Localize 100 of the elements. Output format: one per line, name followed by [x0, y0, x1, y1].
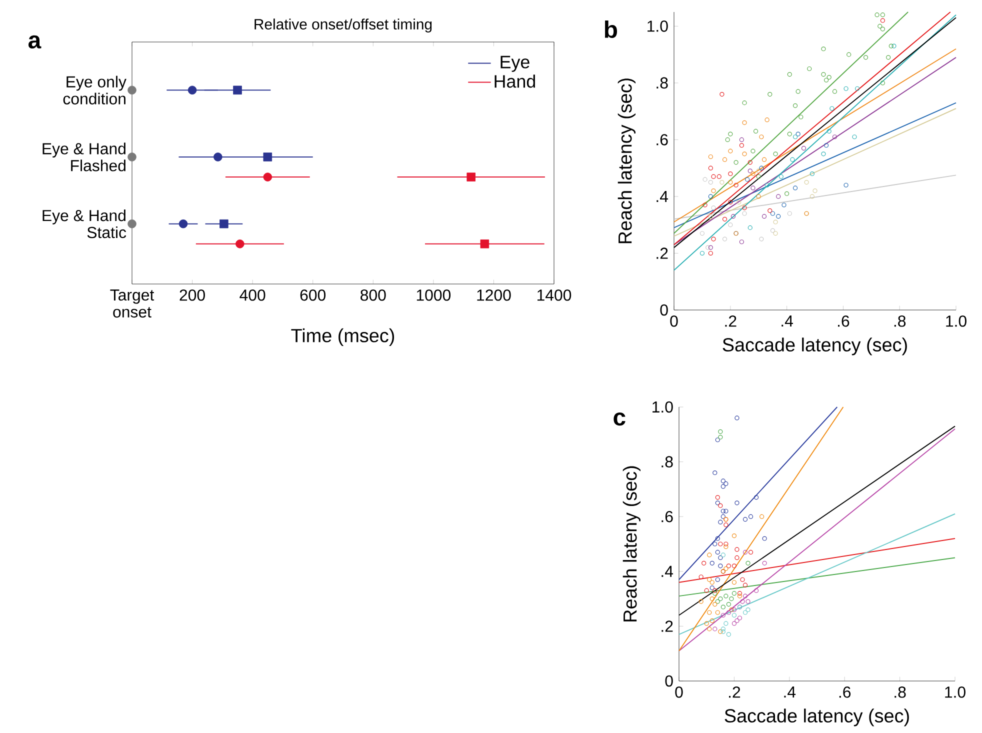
point [702, 177, 708, 182]
x-tick-label: Target onset [110, 290, 154, 318]
y-tick-label: Eye & Hand Static [42, 210, 126, 238]
point [773, 220, 778, 224]
point [726, 632, 731, 637]
point [724, 566, 728, 571]
x-tick-label: 1000 [416, 290, 451, 301]
point [734, 182, 738, 188]
point [711, 206, 716, 210]
point [702, 202, 708, 208]
point [880, 26, 885, 32]
point [778, 174, 784, 179]
point [728, 180, 733, 185]
point [734, 160, 738, 165]
point [712, 542, 718, 546]
point [748, 550, 754, 555]
point [748, 160, 752, 165]
point [742, 152, 747, 156]
point [710, 596, 714, 602]
point [768, 208, 772, 213]
point [748, 168, 752, 174]
point [702, 560, 706, 566]
x-tick-label: 200 [180, 290, 205, 301]
point [737, 616, 742, 620]
point [732, 564, 736, 568]
x-tick-label: 800 [360, 290, 386, 301]
point [712, 602, 718, 607]
point [726, 610, 731, 615]
x-tick-label: 0 [675, 686, 683, 698]
x-tick-label: 1400 [537, 290, 572, 301]
point [720, 629, 726, 634]
y-tick-label: .4 [656, 190, 668, 202]
point [754, 495, 759, 500]
point [214, 152, 222, 162]
point [750, 171, 756, 176]
point [742, 120, 747, 125]
point [770, 228, 776, 233]
point [715, 577, 720, 582]
point [874, 12, 880, 18]
x-tick-label: 1200 [477, 290, 511, 301]
point [759, 236, 764, 242]
point [728, 132, 733, 136]
point [782, 202, 786, 208]
point [756, 168, 761, 174]
point [742, 582, 748, 588]
point [742, 100, 747, 106]
y-axis-title: Reach latency (sec) [618, 78, 636, 244]
point [826, 74, 832, 80]
point [715, 610, 720, 615]
x-tick-label: 1.0 [946, 316, 966, 327]
point [844, 182, 848, 188]
point [718, 555, 723, 560]
point [790, 157, 795, 162]
point [698, 599, 704, 604]
point [708, 154, 713, 160]
point [698, 574, 704, 580]
point [810, 171, 814, 176]
point [753, 128, 758, 134]
point [792, 103, 798, 108]
y-tick-label: .8 [662, 456, 673, 468]
point [768, 92, 772, 97]
y-tick-label: .6 [656, 134, 668, 146]
point [706, 245, 710, 250]
y-tick-label: 0 [660, 304, 668, 316]
point [707, 610, 712, 615]
point [734, 555, 740, 560]
point [708, 180, 713, 185]
point [736, 200, 742, 204]
point [188, 86, 197, 95]
point [715, 495, 720, 500]
point [746, 560, 750, 566]
y-tick-label: 0 [665, 675, 673, 687]
point [807, 66, 812, 72]
y-tick-label: .2 [656, 248, 668, 259]
point [707, 577, 712, 582]
point [821, 152, 826, 156]
point [776, 214, 781, 219]
point [787, 132, 792, 136]
x-tick-label: 1.0 [945, 686, 966, 698]
point [718, 629, 723, 634]
point [748, 514, 754, 519]
point [776, 194, 781, 199]
point [824, 143, 829, 148]
point [720, 626, 726, 632]
point [801, 146, 806, 151]
point [722, 236, 728, 242]
point [728, 148, 733, 154]
x-tick-label: .4 [784, 686, 796, 698]
point [724, 621, 728, 626]
point [880, 12, 885, 18]
point [711, 174, 716, 179]
y-axis-title: Reach lateny (sec) [622, 466, 641, 622]
point [821, 72, 826, 77]
point [720, 478, 726, 484]
x-axis-title: Saccade latency (sec) [724, 708, 909, 726]
point [710, 580, 714, 585]
point [804, 180, 809, 185]
point [846, 52, 852, 57]
point [729, 607, 734, 612]
x-tick-label: .2 [729, 686, 740, 698]
